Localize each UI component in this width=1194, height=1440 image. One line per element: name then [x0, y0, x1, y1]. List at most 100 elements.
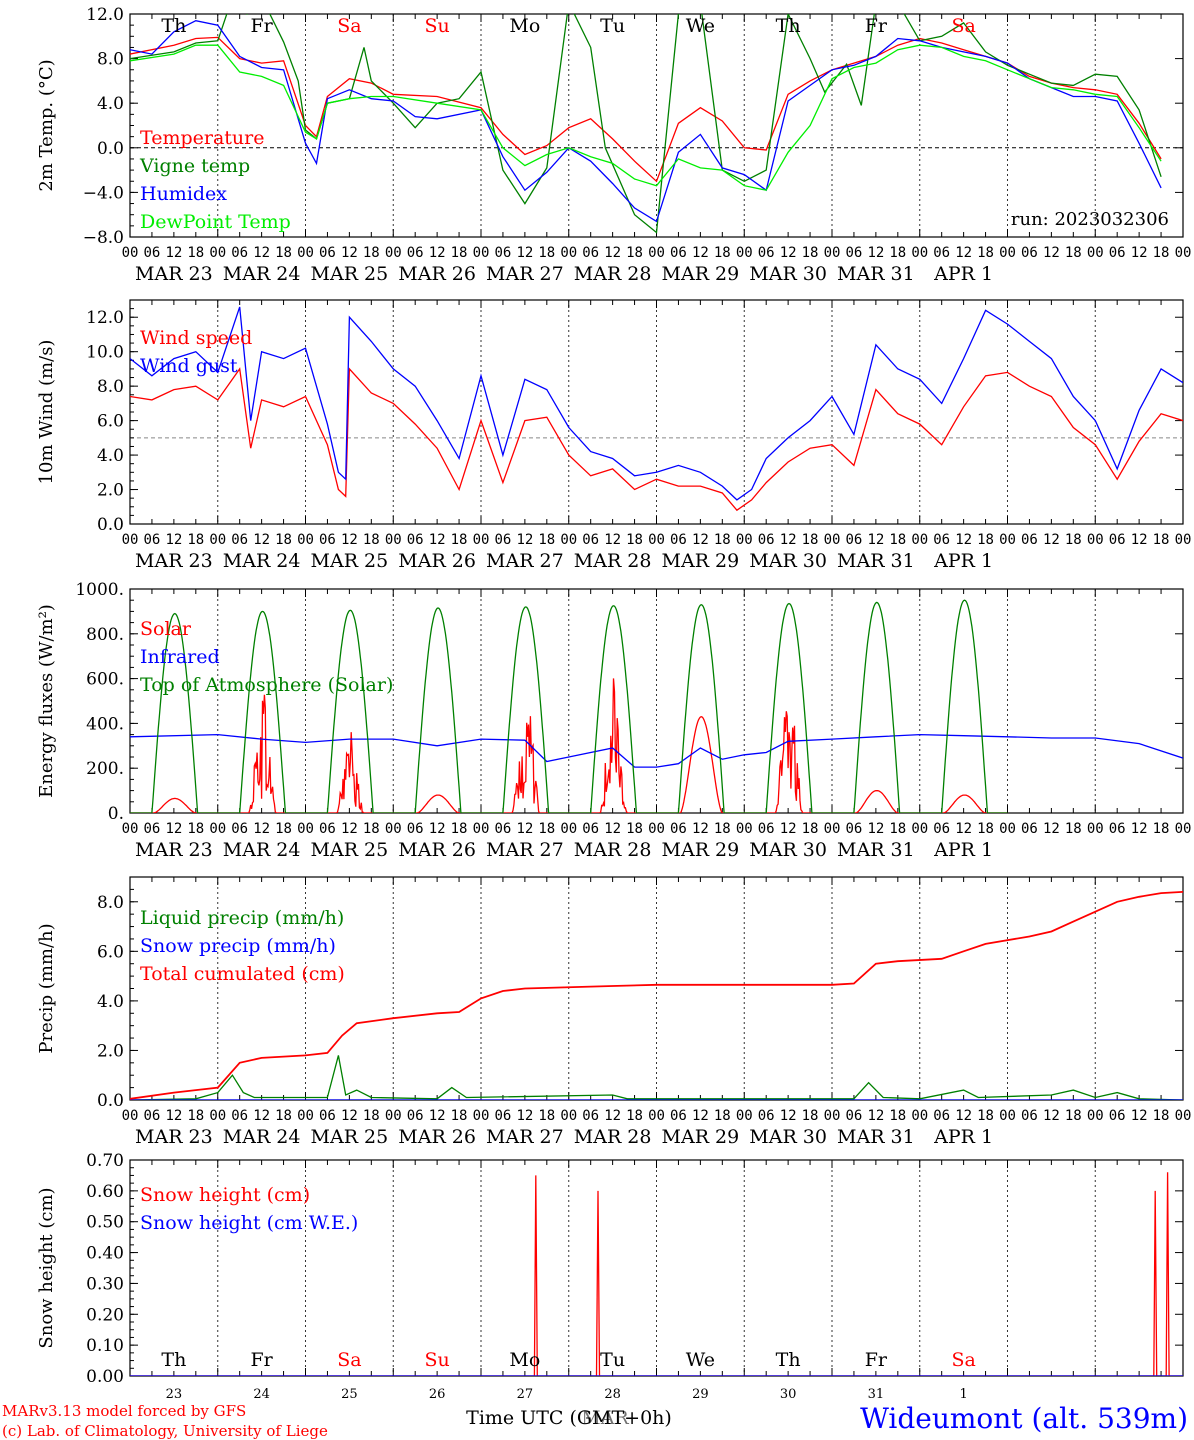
- hour-tick-label: 06: [758, 245, 775, 261]
- hour-tick-label: 00: [560, 245, 577, 261]
- date-label: MAR 28: [574, 1126, 652, 1148]
- date-label: APR 1: [933, 1126, 993, 1148]
- date-label: MAR 28: [574, 550, 652, 572]
- hour-tick-label: 18: [451, 245, 468, 261]
- y-tick-label: 0.10: [86, 1336, 124, 1356]
- hour-tick-label: 00: [736, 245, 753, 261]
- weekday-label: Th: [161, 1349, 186, 1371]
- legend-entry: Temperature: [140, 127, 264, 149]
- hour-tick-label: 00: [473, 1108, 490, 1124]
- date-number: 28: [604, 1387, 621, 1402]
- date-label: MAR 27: [486, 550, 564, 572]
- hour-tick-label: 18: [1153, 821, 1170, 837]
- hour-tick-label: 00: [385, 821, 402, 837]
- y-tick-label: 0.20: [86, 1305, 124, 1325]
- hour-tick-label: 18: [451, 1108, 468, 1124]
- hour-tick-label: 00: [911, 245, 928, 261]
- hour-tick-label: 00: [209, 532, 226, 548]
- credit-line-2: (c) Lab. of Climatology, University of L…: [2, 1422, 328, 1440]
- hour-tick-label: 00: [297, 245, 314, 261]
- weekday-label: Su: [424, 15, 449, 37]
- date-label: MAR 23: [135, 550, 213, 572]
- hour-tick-label: 00: [911, 532, 928, 548]
- hour-tick-label: 12: [867, 1108, 884, 1124]
- legend-entry: Top of Atmosphere (Solar): [140, 674, 393, 696]
- hour-tick-label: 18: [889, 532, 906, 548]
- date-label: MAR 25: [311, 550, 389, 572]
- hour-tick-label: 12: [955, 1108, 972, 1124]
- hour-tick-label: 00: [209, 1108, 226, 1124]
- panel-4: 0.0 2.0 4.0 6.0 8.0 Precip (mm/h) Liquid preci…: [36, 876, 1191, 1148]
- y-tick-label: 800.: [86, 625, 124, 645]
- hour-tick-label: 18: [714, 821, 731, 837]
- y-tick-label: 6.0: [97, 942, 124, 962]
- hour-tick-label: 00: [560, 1108, 577, 1124]
- series-group: [130, 599, 1183, 813]
- hour-tick-label: 18: [187, 245, 204, 261]
- hour-tick-label: 00: [999, 821, 1016, 837]
- hour-tick-label: 00: [911, 821, 928, 837]
- y-tick-label: −8.0: [83, 228, 124, 248]
- y-tick-label: 1000.: [75, 580, 124, 600]
- hour-tick-label: 00: [385, 1108, 402, 1124]
- date-number: 27: [517, 1387, 534, 1402]
- date-number: 30: [780, 1387, 797, 1402]
- hour-tick-label: 00: [1175, 821, 1192, 837]
- legend-entry: Liquid precip (mm/h): [140, 907, 344, 929]
- hour-tick-label: 06: [1021, 821, 1038, 837]
- hour-tick-label: 06: [670, 245, 687, 261]
- hour-tick-label: 18: [363, 532, 380, 548]
- legend-entry: Solar: [140, 618, 192, 640]
- hour-tick-label: 18: [802, 1108, 819, 1124]
- weekday-label: Mo: [509, 15, 540, 37]
- hour-tick-label: 18: [714, 532, 731, 548]
- y-tick-label: 2.0: [97, 1041, 124, 1061]
- hour-tick-label: 18: [363, 821, 380, 837]
- date-label: APR 1: [933, 263, 993, 285]
- date-label: APR 1: [933, 839, 993, 861]
- hour-tick-label: 06: [144, 821, 161, 837]
- hour-tick-label: 12: [165, 532, 182, 548]
- hour-tick-label: 00: [824, 245, 841, 261]
- hour-tick-label: 06: [758, 821, 775, 837]
- hour-tick-label: 00: [209, 245, 226, 261]
- y-axis-label: Energy fluxes (W/m²): [36, 604, 57, 798]
- hour-tick-label: 18: [889, 245, 906, 261]
- hour-tick-label: 12: [429, 1108, 446, 1124]
- hour-tick-label: 00: [1087, 821, 1104, 837]
- temperature-line: [130, 36, 1162, 183]
- hour-tick-label: 00: [999, 1108, 1016, 1124]
- hour-tick-label: 18: [802, 245, 819, 261]
- date-label: MAR 25: [311, 1126, 389, 1148]
- hour-tick-label: 00: [209, 821, 226, 837]
- infrared-line: [130, 733, 1183, 768]
- hour-tick-label: 12: [692, 821, 709, 837]
- date-label: MAR 31: [837, 1126, 915, 1148]
- hour-tick-label: 18: [626, 245, 643, 261]
- hour-tick-label: 00: [122, 821, 139, 837]
- vigne-temp-line: [130, 14, 1162, 234]
- hour-tick-label: 06: [670, 821, 687, 837]
- hour-tick-label: 00: [911, 1108, 928, 1124]
- y-tick-label: −4.0: [83, 183, 124, 203]
- hour-tick-label: 00: [999, 245, 1016, 261]
- weekday-label: Su: [424, 1349, 449, 1371]
- hour-tick-label: 00: [560, 532, 577, 548]
- wind-speed-line: [130, 367, 1183, 512]
- hour-tick-label: 00: [297, 532, 314, 548]
- y-axis-label: Snow height (cm): [36, 1187, 57, 1348]
- x-axis-label-overlay: MAR: [581, 1407, 629, 1429]
- credit-line-1: MARv3.13 model forced by GFS: [2, 1402, 246, 1420]
- date-label: MAR 28: [574, 839, 652, 861]
- legend-entry: Wind gust: [140, 355, 238, 377]
- y-tick-label: 0.30: [86, 1274, 124, 1294]
- hour-tick-label: 18: [187, 1108, 204, 1124]
- hour-tick-label: 18: [977, 821, 994, 837]
- hour-tick-label: 00: [297, 821, 314, 837]
- hour-tick-label: 18: [977, 1108, 994, 1124]
- hour-tick-label: 12: [955, 245, 972, 261]
- hour-tick-label: 12: [604, 821, 621, 837]
- hour-tick-label: 12: [516, 245, 533, 261]
- y-tick-label: 4.0: [97, 94, 124, 114]
- hour-tick-label: 18: [538, 532, 555, 548]
